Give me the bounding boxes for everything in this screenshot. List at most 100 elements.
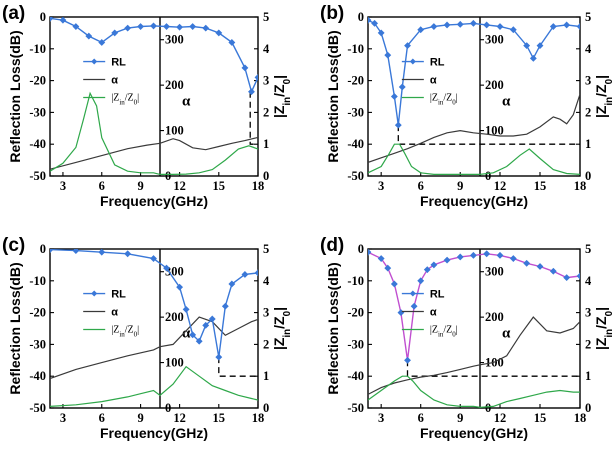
rl-tick-label: -30 bbox=[347, 105, 364, 119]
z-tick-label: 3 bbox=[263, 306, 269, 320]
x-tick-label: 18 bbox=[252, 179, 265, 193]
rl-point bbox=[228, 280, 236, 288]
legend-zz-text: |Zin/Z0| bbox=[111, 93, 139, 107]
x-tick-label: 3 bbox=[378, 179, 384, 193]
rl-point bbox=[228, 39, 236, 46]
y-axis-label-z: |Zin/Z0| bbox=[593, 75, 614, 118]
rl-point bbox=[563, 21, 571, 29]
alpha-tick-label: 100 bbox=[165, 356, 184, 370]
z-tick-label: 1 bbox=[585, 137, 591, 151]
rl-point bbox=[536, 42, 544, 50]
rl-point bbox=[202, 24, 210, 32]
rl-tick-label: -10 bbox=[29, 42, 46, 56]
x-axis-label: Frequency(GHz) bbox=[100, 193, 208, 209]
rl-tick-label: -50 bbox=[29, 401, 46, 415]
y-axis-label-z: |Zin/Z0| bbox=[271, 307, 293, 350]
rl-point bbox=[163, 23, 170, 30]
zin-z0-line bbox=[50, 365, 258, 407]
rl-tick-label: -40 bbox=[29, 369, 46, 383]
rl-point bbox=[536, 263, 544, 270]
alpha-tick-label: 0 bbox=[165, 169, 171, 183]
rl-point bbox=[59, 17, 67, 24]
rl-point bbox=[483, 250, 491, 258]
x-tick-label: 6 bbox=[99, 179, 105, 193]
legend-rl-text: RL bbox=[430, 57, 445, 69]
alpha-tick-label: 300 bbox=[165, 33, 184, 47]
rl-tick-label: -30 bbox=[347, 337, 364, 351]
rl-point bbox=[423, 266, 431, 274]
rl-point bbox=[85, 32, 93, 40]
x-tick-label: 6 bbox=[418, 179, 424, 193]
plot-area bbox=[50, 249, 258, 407]
rl-point bbox=[182, 305, 190, 313]
rl-point bbox=[241, 271, 249, 278]
y-axis-label-alpha: α bbox=[502, 326, 511, 342]
rl-point bbox=[189, 331, 197, 339]
rl-point bbox=[368, 249, 372, 256]
y-axis-label-z: |Zin/Z0| bbox=[271, 75, 293, 118]
legend-rl-marker bbox=[409, 290, 416, 297]
y-axis-label-rl: Reflection Loss(dB) bbox=[325, 262, 341, 394]
y-axis-label-rl: Reflection Loss(dB) bbox=[325, 30, 341, 162]
rl-point bbox=[469, 251, 477, 259]
rl-point bbox=[456, 20, 464, 28]
rl-tick-label: 0 bbox=[40, 242, 46, 256]
legend-zz-text: |Zin/Z0| bbox=[430, 93, 458, 107]
panel-label: (b) bbox=[320, 3, 344, 24]
y-axis-label-z: |Zin/Z0| bbox=[593, 307, 614, 350]
y-axis-label-alpha: α bbox=[182, 326, 191, 342]
rl-point bbox=[124, 250, 132, 258]
rl-point bbox=[549, 267, 557, 275]
rl-tick-label: -30 bbox=[29, 337, 46, 351]
alpha-tick-label: 200 bbox=[165, 78, 184, 92]
alpha-tick-label: 0 bbox=[485, 169, 491, 183]
rl-tick-label: -10 bbox=[347, 42, 364, 56]
z-tick-label: 3 bbox=[585, 306, 591, 320]
plot-frame bbox=[49, 16, 259, 177]
z-tick-label: 4 bbox=[263, 274, 270, 288]
rl-point bbox=[176, 283, 184, 291]
x-tick-label: 15 bbox=[213, 179, 226, 193]
z-tick-label: 2 bbox=[585, 105, 591, 119]
plot-frame bbox=[367, 248, 581, 409]
reference-line bbox=[397, 125, 580, 145]
rl-line bbox=[50, 249, 258, 358]
z-tick-label: 4 bbox=[585, 274, 592, 288]
rl-point bbox=[509, 26, 517, 34]
rl-point bbox=[390, 280, 398, 288]
legend-zz-text: |Zin/Z0| bbox=[430, 325, 458, 339]
z-tick-label: 5 bbox=[585, 10, 591, 24]
rl-point bbox=[189, 23, 197, 30]
rl-point bbox=[394, 121, 402, 129]
rl-tick-label: -20 bbox=[347, 306, 364, 320]
plot-frame bbox=[49, 248, 259, 409]
rl-point bbox=[50, 17, 54, 22]
rl-point bbox=[417, 26, 425, 34]
rl-point bbox=[529, 54, 537, 62]
x-tick-label: 6 bbox=[418, 411, 424, 425]
rl-tick-label: -40 bbox=[347, 369, 364, 383]
rl-line bbox=[50, 17, 258, 94]
x-tick-label: 3 bbox=[60, 411, 66, 425]
rl-point bbox=[150, 255, 157, 262]
rl-point bbox=[576, 23, 580, 30]
x-tick-label: 18 bbox=[574, 179, 587, 193]
panel-label: (c) bbox=[2, 235, 25, 256]
rl-point bbox=[398, 83, 406, 91]
x-tick-label: 18 bbox=[252, 411, 265, 425]
z-tick-label: 0 bbox=[585, 401, 591, 415]
z-tick-label: 1 bbox=[263, 369, 269, 383]
rl-point bbox=[523, 42, 531, 50]
rl-point bbox=[410, 302, 418, 310]
rl-tick-label: -40 bbox=[29, 137, 46, 151]
z-tick-label: 0 bbox=[263, 169, 269, 183]
z-tick-label: 3 bbox=[263, 74, 269, 88]
legend-alpha-text: α bbox=[430, 307, 437, 319]
rl-tick-label: -30 bbox=[29, 105, 46, 119]
rl-point bbox=[384, 51, 392, 59]
rl-point bbox=[72, 249, 80, 255]
rl-point bbox=[417, 277, 425, 285]
rl-tick-label: 0 bbox=[358, 242, 364, 256]
